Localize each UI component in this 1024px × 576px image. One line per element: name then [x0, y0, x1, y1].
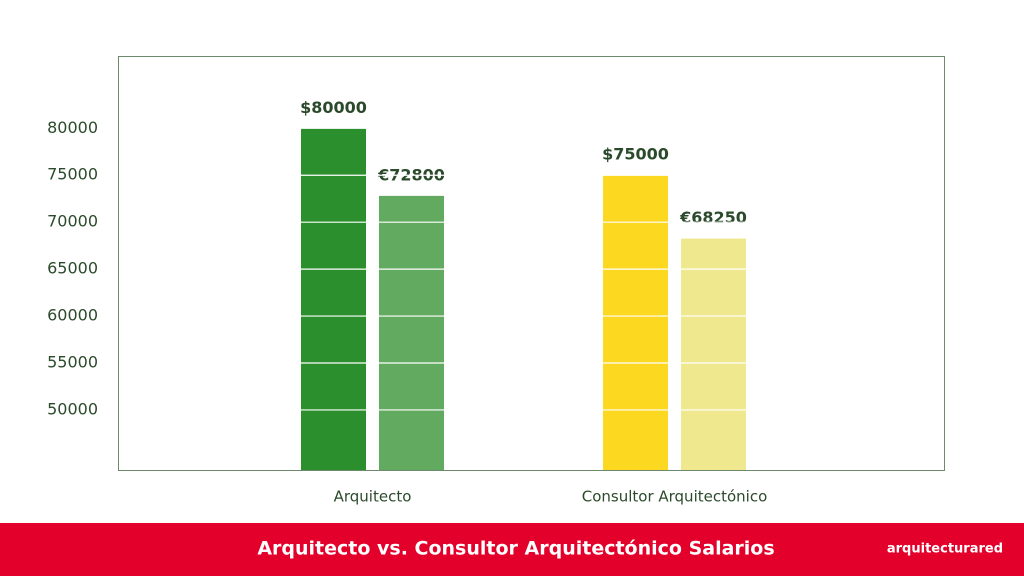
y-tick-label: 70000	[47, 212, 98, 231]
bar	[681, 238, 746, 470]
chart-title: Arquitecto vs. Consultor Arquitectónico …	[257, 538, 774, 560]
bar	[379, 195, 444, 470]
footer-band	[0, 523, 1024, 576]
y-tick-label: 65000	[47, 259, 98, 278]
x-tick-label: Arquitecto	[334, 488, 412, 506]
value-label: €68250	[679, 208, 747, 227]
y-tick-label: 75000	[47, 165, 98, 184]
value-label: $75000	[602, 145, 669, 164]
x-tick-label: Consultor Arquitectónico	[582, 488, 768, 506]
bar	[301, 128, 366, 471]
y-tick-label: 50000	[47, 399, 98, 418]
y-tick-label: 55000	[47, 352, 98, 371]
plot-frame	[118, 56, 945, 471]
y-tick-label: 60000	[47, 306, 98, 325]
brand: arquitecturared	[887, 542, 1003, 557]
bar	[603, 175, 668, 470]
y-tick-label: 80000	[47, 118, 98, 137]
value-label: $80000	[300, 98, 367, 117]
